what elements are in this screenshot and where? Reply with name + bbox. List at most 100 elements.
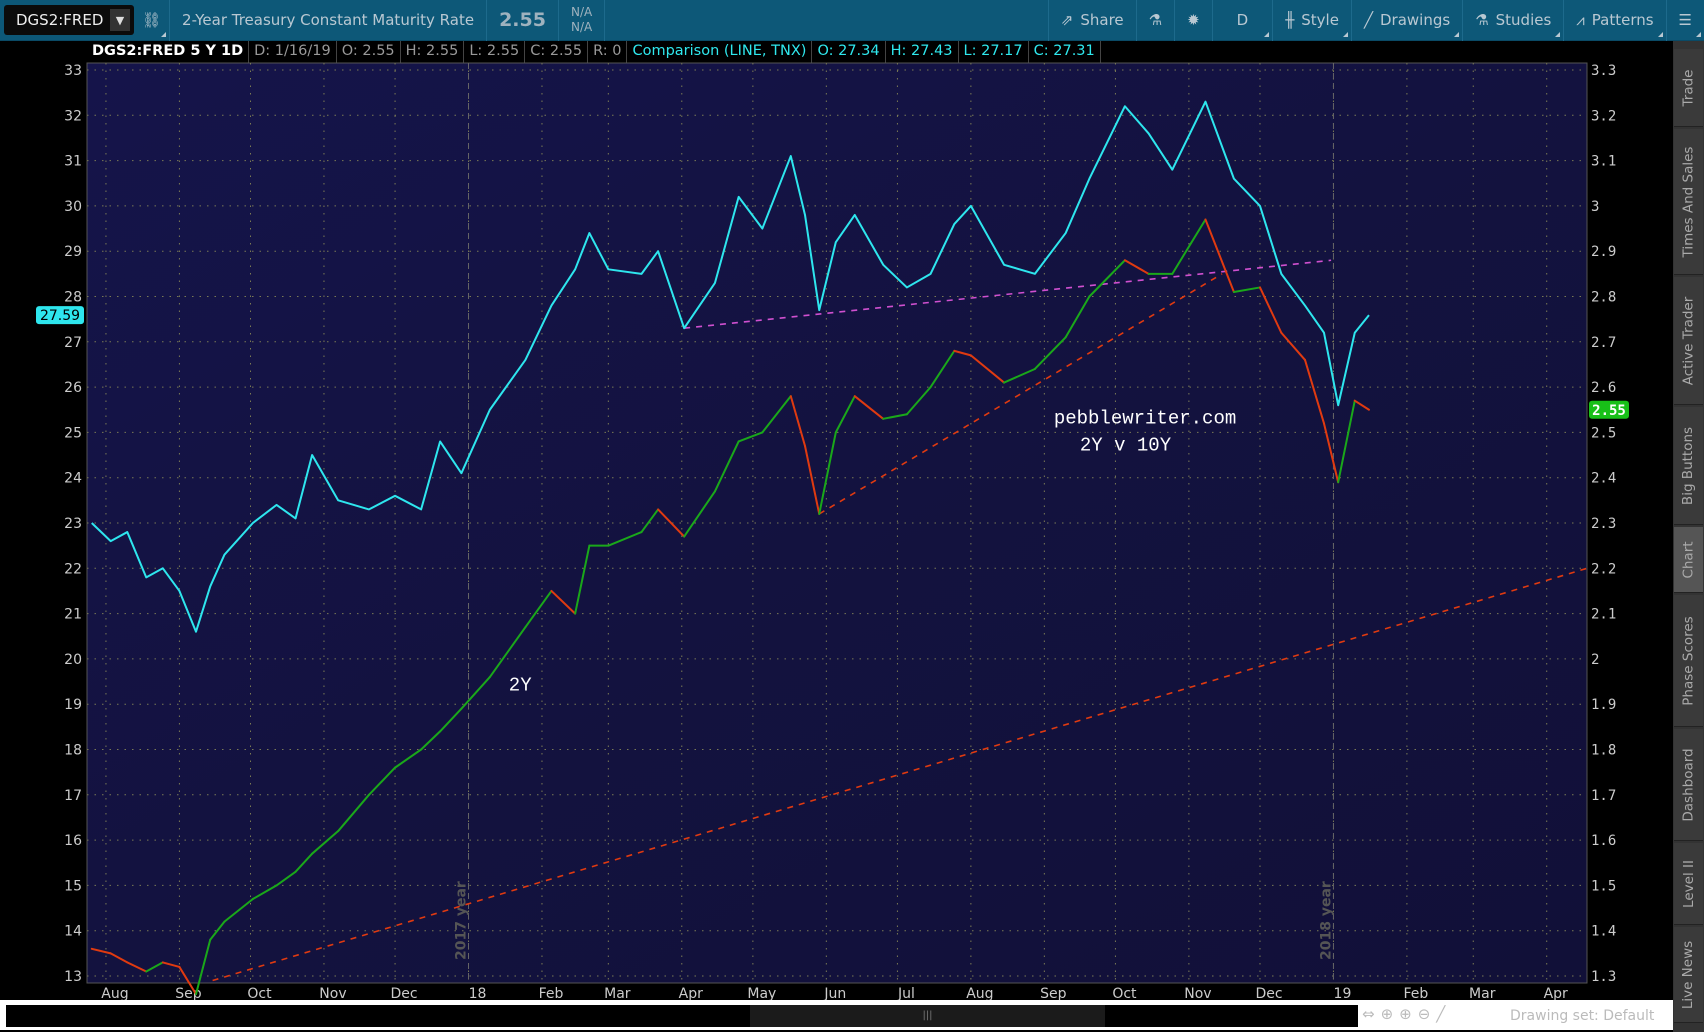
series-segment-2y: [367, 766, 397, 796]
comparison-close: C: 27.31: [1029, 41, 1101, 63]
left-axis-tick: 15: [64, 878, 82, 894]
series-segment-2y: [607, 531, 643, 547]
info-range: R: 0: [588, 41, 628, 63]
left-axis-tick: 31: [64, 154, 82, 170]
last-value-badge-right: 2.55: [1589, 400, 1629, 419]
left-axis-tick: 13: [64, 969, 82, 985]
series-segment-2y: [969, 354, 1006, 384]
info-open: O: 2.55: [337, 41, 401, 63]
series-segment-2y: [953, 349, 972, 357]
last-price: 2.55: [487, 0, 559, 41]
bid-ask: N/A N/A: [559, 0, 606, 41]
series-segment-2y: [209, 920, 226, 941]
style-button[interactable]: ╫ Style: [1273, 0, 1352, 41]
patterns-button[interactable]: ⩘ Patterns: [1564, 0, 1667, 41]
sidebar-tab-times-and-sales[interactable]: Times And Sales: [1674, 129, 1703, 275]
right-axis-tick: 3.2: [1591, 108, 1616, 124]
right-sidebar: Trade Times And Sales Active Trader Big But…: [1673, 41, 1704, 1032]
sidebar-tab-dashboard[interactable]: Dashboard: [1674, 729, 1703, 841]
comparison-low: L: 27.17: [959, 41, 1029, 63]
link-icon[interactable]: ⛓: [134, 0, 171, 41]
chart-annotation: 2Y v 10Y: [1080, 435, 1172, 457]
series-segment-2y: [1033, 336, 1067, 370]
horizontal-scrollbar[interactable]: |||: [6, 1005, 1358, 1027]
series-segment-2y: [126, 961, 148, 973]
symbol-description: 2-Year Treasury Constant Maturity Rate: [170, 0, 488, 41]
x-axis-tick: Oct: [247, 986, 272, 1000]
sidebar-tab-label: Trade: [1680, 69, 1697, 106]
chart-annotation: 2Y: [509, 675, 532, 697]
right-axis-tick: 1.3: [1591, 969, 1616, 985]
series-segment-2y: [818, 431, 837, 515]
flask-button[interactable]: ⚗: [1137, 0, 1176, 41]
info-close: C: 2.55: [525, 41, 589, 63]
left-axis-tick: 23: [64, 516, 82, 532]
right-axis-tick: 1.9: [1591, 697, 1616, 713]
series-segment-2y: [834, 395, 856, 434]
badge-bg: [1589, 400, 1629, 419]
info-high: H: 2.55: [401, 41, 465, 63]
series-segment-2y: [311, 830, 340, 855]
studies-button[interactable]: ⚗ Studies: [1463, 0, 1565, 41]
series-segment-2y: [713, 440, 740, 493]
x-axis-tick: Nov: [1184, 986, 1211, 1000]
series-segment-2y: [275, 870, 297, 887]
left-axis-tick: 14: [64, 924, 82, 940]
x-axis-tick: May: [747, 986, 776, 1000]
right-axis-tick: 2.4: [1591, 471, 1616, 487]
series-segment-2y: [929, 349, 956, 389]
series-segment-2y: [574, 544, 591, 615]
right-axis-tick: 2.6: [1591, 380, 1616, 396]
price-chart[interactable]: 2017 year 2018 year3332313029282726252423…: [0, 0, 1673, 1000]
x-axis-tick: Feb: [1404, 986, 1429, 1000]
sidebar-tab-chart[interactable]: Chart: [1674, 527, 1703, 593]
left-axis-tick: 33: [64, 63, 82, 79]
toolbar-spacer: [605, 0, 1049, 41]
series-segment-2y: [1353, 399, 1370, 411]
series-segment-2y: [90, 947, 112, 955]
share-button[interactable]: ⇗ Share: [1049, 0, 1137, 41]
x-axis-tick: Apr: [1544, 986, 1568, 1000]
sidebar-tab-label: Phase Scores: [1680, 615, 1697, 706]
trendline: [684, 259, 1332, 330]
sidebar-tab-active-trader[interactable]: Active Trader: [1674, 277, 1703, 405]
sidebar-tab-live-news[interactable]: Live News: [1674, 927, 1703, 1023]
sidebar-tab-label: Live News: [1680, 940, 1697, 1009]
ask: N/A: [570, 20, 593, 34]
drawings-button[interactable]: ╱ Drawings: [1352, 0, 1464, 41]
scrollbar-thumb[interactable]: |||: [750, 1005, 1105, 1027]
left-axis-tick: 27: [64, 335, 82, 351]
sidebar-tab-phase-scores[interactable]: Phase Scores: [1674, 595, 1703, 727]
aggregation-button[interactable]: D: [1213, 0, 1274, 41]
symbol-selector[interactable]: DGS2:FRED ▼: [4, 5, 134, 35]
zoom-pan-icons[interactable]: ⇔⊕⊕⊖╱: [1362, 1005, 1452, 1023]
menu-button[interactable]: ☰: [1667, 0, 1704, 41]
flask-icon: ⚗: [1475, 11, 1489, 29]
pencil-line-icon: ╱: [1363, 11, 1373, 29]
series-segment-2y: [683, 490, 716, 538]
chevron-down-icon[interactable]: ▼: [110, 9, 130, 31]
series-segment-2y: [853, 395, 885, 420]
sidebar-tab-trade[interactable]: Trade: [1674, 49, 1703, 127]
sidebar-tab-level-ii[interactable]: Level II: [1674, 843, 1703, 925]
gear-icon: ✹: [1187, 11, 1200, 29]
sidebar-tab-label: Active Trader: [1680, 296, 1697, 385]
left-axis-tick: 18: [64, 743, 82, 759]
series-segment-2y: [488, 626, 527, 679]
series-segment-2y: [337, 793, 370, 833]
left-axis-tick: 17: [64, 788, 82, 804]
right-axis-tick: 2: [1591, 652, 1599, 668]
settings-button[interactable]: ✹: [1175, 0, 1213, 41]
comparison-open: O: 27.34: [812, 41, 886, 63]
right-axis-tick: 1.5: [1591, 878, 1616, 894]
right-axis-tick: 2.9: [1591, 244, 1616, 260]
badge-text: 2.55: [1592, 403, 1626, 419]
sidebar-tab-big-buttons[interactable]: Big Buttons: [1674, 407, 1703, 525]
series-segment-2y: [195, 938, 212, 996]
patterns-label: Patterns: [1591, 11, 1654, 29]
comparison-label: Comparison (LINE, TNX): [627, 41, 813, 63]
series-segment-2y: [1280, 331, 1307, 361]
series-segment-2y: [145, 961, 164, 973]
left-axis-tick: 20: [64, 652, 82, 668]
drawing-set[interactable]: Drawing set: Default: [1510, 1008, 1655, 1024]
